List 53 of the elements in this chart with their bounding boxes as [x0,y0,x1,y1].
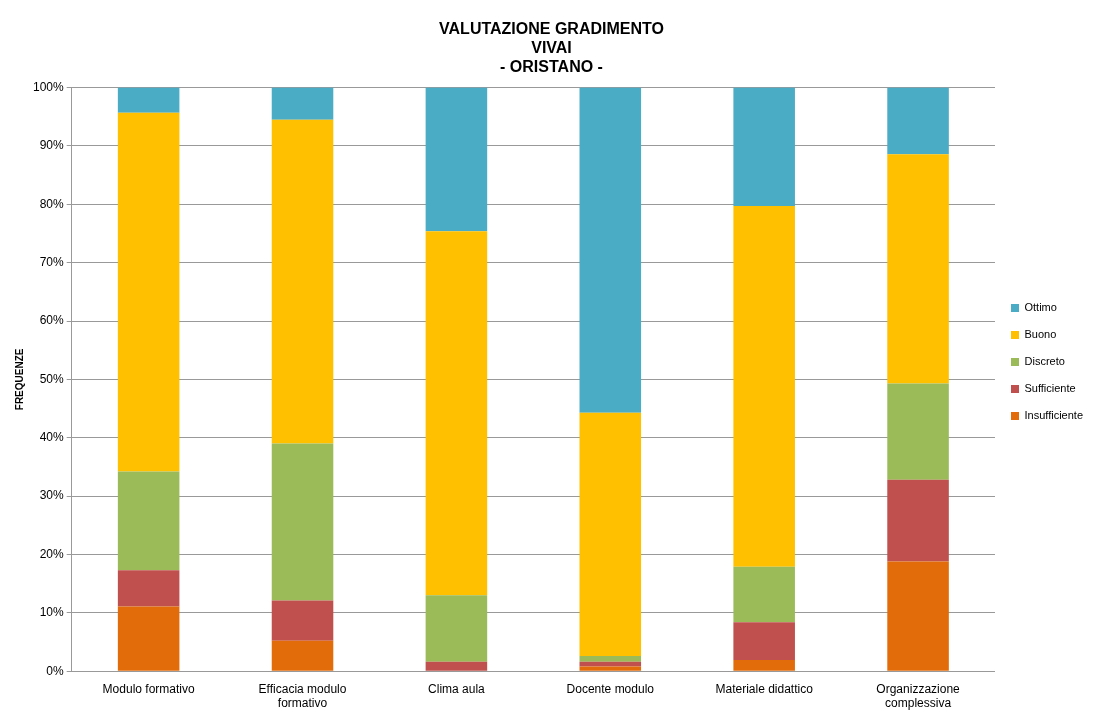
bar [425,231,488,596]
bar [425,661,488,671]
bar [579,87,642,413]
x-tick-label: Docente modulo [566,681,655,696]
bar [887,154,949,384]
y-axis-title: FREQUENZE [13,348,25,411]
bar [579,661,642,667]
bar [887,561,949,671]
bar [425,87,488,232]
x-tick-label: Clima aula [428,681,486,696]
y-tick-label: 90% [39,138,65,153]
bar [117,471,180,571]
bar [733,206,795,567]
bar [887,479,949,562]
y-tick-label: 60% [39,313,65,328]
bar [733,566,795,623]
bar [271,87,334,120]
y-tick-label: 70% [39,254,65,269]
x-tick-label: Modulo formativo [102,681,195,696]
y-tick-label: 80% [39,196,65,211]
y-tick-label: 40% [39,430,65,445]
x-tick-label: Organizzazione complessiva [876,681,961,711]
legend-label: Insufficiente [1024,409,1084,422]
legend-label: Buono [1024,328,1057,341]
bar [887,87,949,155]
legend-label: Ottimo [1024,301,1057,314]
bar [579,666,642,671]
legend-label: Sufficiente [1024,382,1076,395]
y-tick-label: 100% [32,79,65,94]
bar [117,112,180,472]
x-tick-label: Materiale didattico [715,681,814,696]
bar [579,656,642,662]
bar [733,622,795,661]
bar [887,383,949,480]
bar [117,606,180,671]
bar [271,443,334,601]
y-tick-label: 10% [39,605,65,620]
bar [425,595,488,662]
bar [117,570,180,607]
bar [271,600,334,641]
bar [733,87,795,207]
bar [733,660,795,671]
bar [271,119,334,444]
bar [117,87,180,113]
y-tick-label: 30% [39,488,65,503]
chart-title: VALUTAZIONE GRADIMENTO VIVAI - ORISTANO - [439,20,664,76]
bar [271,640,334,671]
y-tick-label: 20% [39,546,65,561]
bar [579,412,642,657]
x-tick-label: Efficacia modulo formativo [258,681,347,711]
y-tick-label: 0% [46,663,65,678]
legend-label: Discreto [1024,355,1065,368]
y-tick-label: 50% [39,371,65,386]
